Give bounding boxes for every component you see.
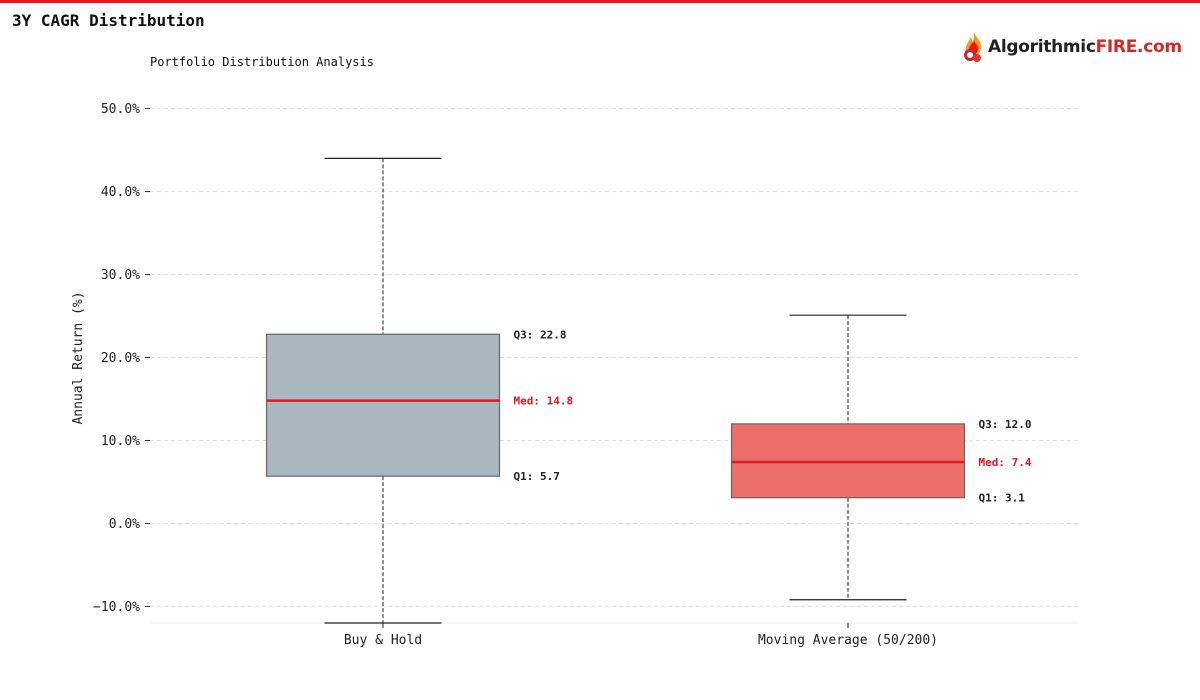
q3-label: Q3: 22.8 xyxy=(514,328,567,341)
x-tick-label: Moving Average (50/200) xyxy=(758,633,938,648)
median-label: Med: 7.4 xyxy=(979,456,1032,469)
y-tick-label: 20.0% xyxy=(101,351,140,366)
chart-subtitle: Portfolio Distribution Analysis xyxy=(150,55,374,69)
flame-icon xyxy=(964,32,981,62)
q1-label: Q1: 3.1 xyxy=(979,492,1026,505)
y-tick-label: −10.0% xyxy=(93,600,140,615)
box-iqr xyxy=(265,333,501,477)
brand-name: AlgorithmicFIRE.com xyxy=(988,37,1182,57)
y-tick-label: 0.0% xyxy=(109,517,140,532)
x-tick-label: Buy & Hold xyxy=(344,633,422,648)
q1-label: Q1: 5.7 xyxy=(514,470,560,483)
top-accent-bar xyxy=(0,0,1200,3)
y-tick-label: 10.0% xyxy=(101,434,140,449)
y-axis-title: Annual Return (%) xyxy=(71,291,86,424)
page-title: 3Y CAGR Distribution xyxy=(12,11,205,30)
y-tick-label: 50.0% xyxy=(101,102,140,117)
brand-logo[interactable]: AlgorithmicFIRE.com xyxy=(960,30,1182,64)
y-tick-label: 30.0% xyxy=(101,268,140,283)
y-tick-label: 40.0% xyxy=(101,185,140,200)
median-label: Med: 14.8 xyxy=(514,395,574,408)
q3-label: Q3: 12.0 xyxy=(979,418,1032,431)
